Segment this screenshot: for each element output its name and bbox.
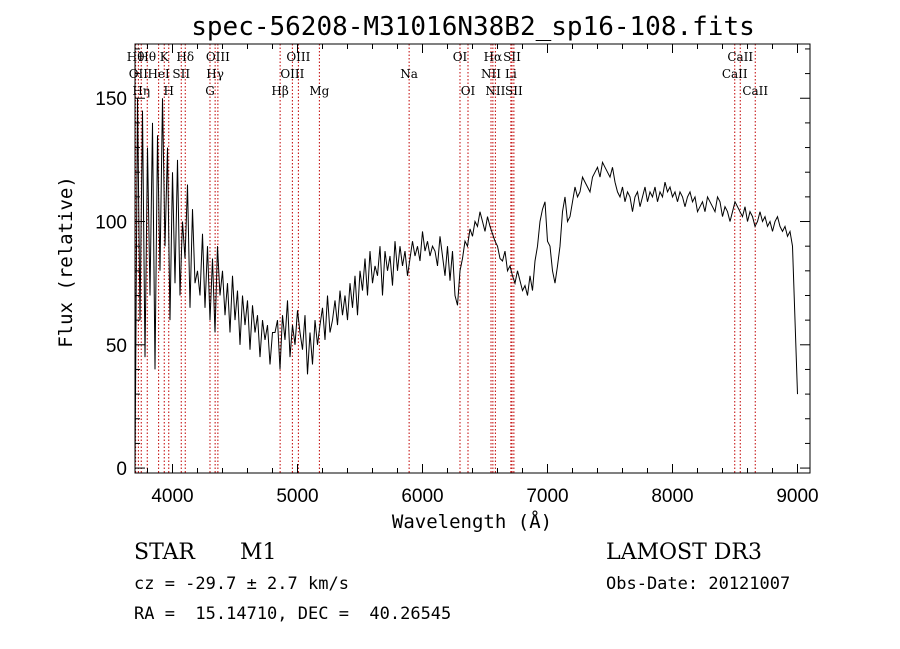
- plot-frame: [134, 43, 811, 474]
- chart-title: spec-56208-M31016N38B2_sp16-108.fits: [191, 12, 755, 42]
- x-tick-label-2: 6000: [401, 486, 443, 507]
- line-label-15: Mg: [309, 84, 329, 98]
- x-axis-ticks: 4000 5000 6000 7000 8000 9000: [147, 44, 819, 507]
- line-label-10: Hγ: [206, 67, 224, 81]
- line-label-2: Hη: [132, 84, 150, 98]
- x-tick-label-0: 4000: [151, 486, 193, 507]
- line-label-3: Hθ: [138, 50, 156, 64]
- spectral-line-markers: [135, 44, 756, 473]
- line-label-5: K: [160, 50, 170, 64]
- object-subclass: M1: [240, 540, 277, 565]
- survey-name: LAMOST DR3: [606, 540, 762, 565]
- line-label-4: HeI: [147, 67, 170, 81]
- line-label-16: Na: [400, 67, 418, 81]
- line-label-6: H: [164, 84, 174, 98]
- line-label-25: CaII: [722, 67, 748, 81]
- line-label-13: OIII: [280, 67, 304, 81]
- coordinates-text: RA = 15.14710, DEC = 40.26545: [134, 604, 452, 624]
- line-label-7: SII: [172, 67, 190, 81]
- y-tick-label-2: 100: [95, 213, 127, 234]
- line-label-8: Hδ: [176, 50, 194, 64]
- x-tick-label-4: 8000: [651, 486, 693, 507]
- line-label-0: Hθ: [127, 50, 145, 64]
- line-label-14: OIII: [286, 50, 310, 64]
- x-tick-label-1: 5000: [276, 486, 318, 507]
- line-label-24: SII: [505, 84, 523, 98]
- line-label-22: Li: [505, 67, 517, 81]
- line-label-23: SII: [503, 50, 521, 64]
- x-tick-label-5: 9000: [776, 486, 818, 507]
- spectral-line-labels: HθOIIHηHθHeIKHSIIHδGHγOIIIHβOIIIOIIIMgNa…: [127, 50, 769, 98]
- spectrum-line: [134, 98, 798, 469]
- line-label-17: OI: [453, 50, 468, 64]
- line-label-18: OI: [461, 84, 476, 98]
- obs-date-text: Obs-Date: 20121007: [606, 574, 791, 594]
- y-tick-label-3: 150: [95, 89, 127, 110]
- line-label-11: OIII: [206, 50, 230, 64]
- line-label-21: NII: [485, 84, 505, 98]
- line-label-26: CaII: [727, 50, 753, 64]
- line-label-20: Hα: [484, 50, 503, 64]
- line-label-27: CaII: [742, 84, 768, 98]
- line-label-12: Hβ: [271, 84, 288, 98]
- x-axis-label: Wavelength (Å): [392, 510, 552, 533]
- y-tick-label-1: 50: [106, 336, 127, 357]
- y-axis-ticks: 0 50 100 150: [95, 48, 810, 480]
- y-tick-label-0: 0: [116, 459, 127, 480]
- x-tick-label-3: 7000: [526, 486, 568, 507]
- line-label-9: G: [205, 84, 215, 98]
- line-label-19: NII: [481, 67, 501, 81]
- y-axis-label: Flux (relative): [55, 176, 77, 348]
- object-type: STAR: [134, 540, 195, 565]
- redshift-text: cz = -29.7 ± 2.7 km/s: [134, 574, 349, 594]
